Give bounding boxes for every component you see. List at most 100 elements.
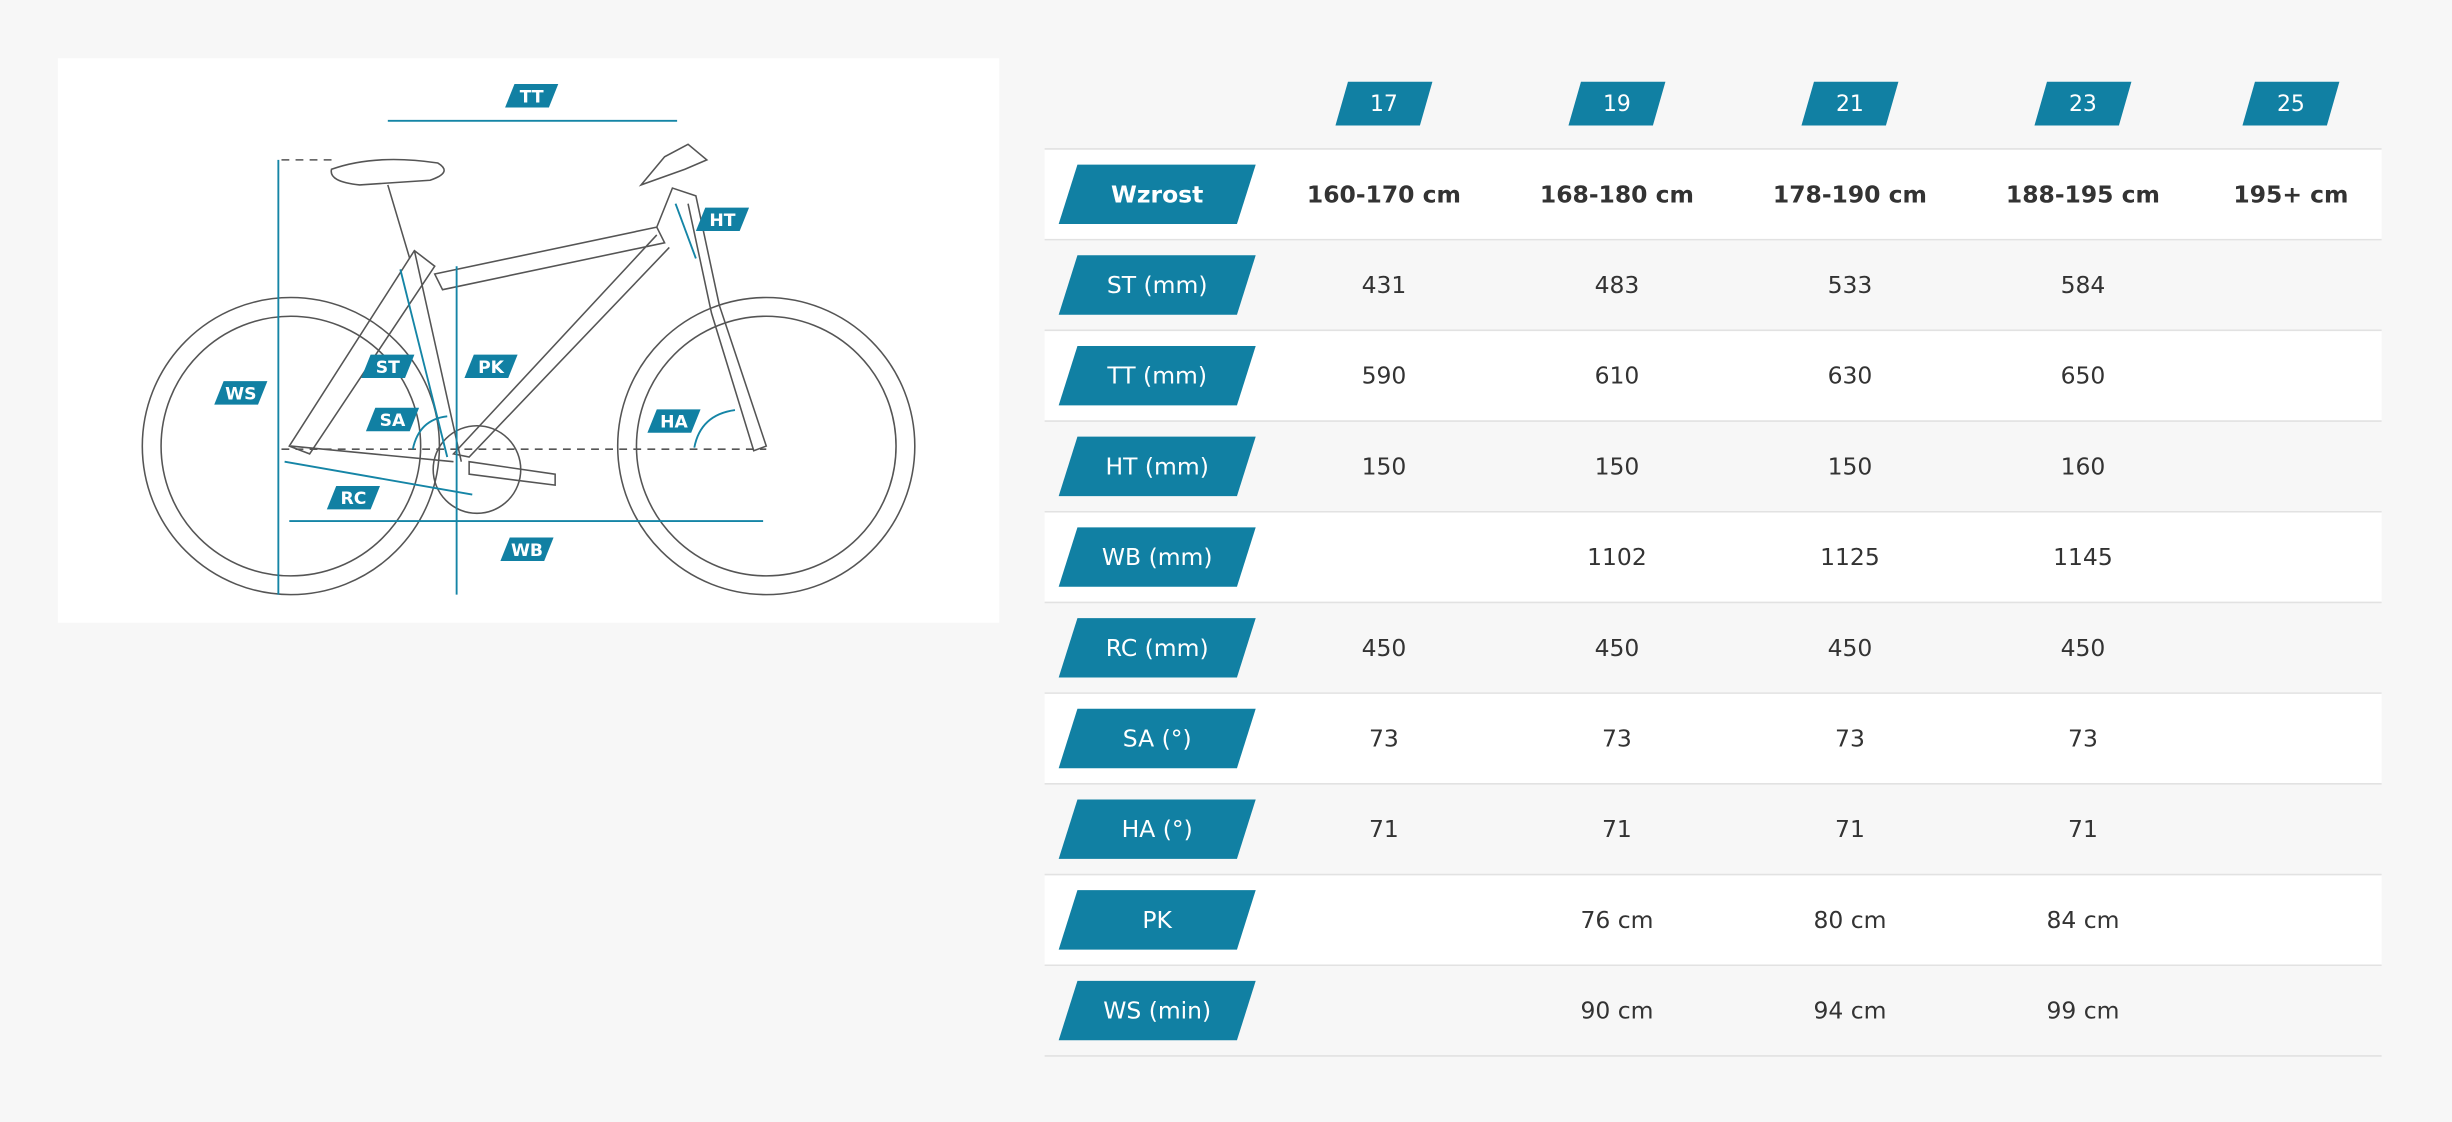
row-label: SA (°) [1123, 725, 1192, 753]
tag-shape [1058, 345, 1256, 406]
table-row [1044, 874, 2382, 966]
cell: 1102 [1587, 543, 1647, 571]
tag-shape [1058, 618, 1256, 678]
cell: 450 [1828, 634, 1873, 662]
diagram-label: SA [380, 411, 406, 431]
cell: 94 cm [1813, 997, 1886, 1025]
cell: 84 cm [2046, 906, 2119, 934]
tag-shape [1058, 436, 1256, 497]
cell: 150 [1828, 452, 1873, 480]
diagram-label: WB [511, 541, 543, 561]
row-label: ST (mm) [1107, 271, 1208, 299]
cell: 168-180 cm [1540, 180, 1694, 208]
crank [468, 460, 556, 487]
cell: 431 [1362, 271, 1407, 299]
cell: 150 [1362, 452, 1407, 480]
cell: 450 [1362, 634, 1407, 662]
cell: 533 [1828, 271, 1873, 299]
cell: 195+ cm [2233, 180, 2348, 208]
tag-shape [1058, 164, 1256, 225]
cell: 90 cm [1580, 997, 1653, 1025]
tag-shape [1058, 980, 1256, 1041]
saddle [330, 158, 445, 259]
cell: 650 [2061, 362, 2106, 390]
size-header: 17 [1370, 92, 1398, 117]
cell: 584 [2061, 271, 2106, 299]
cell: 80 cm [1813, 906, 1886, 934]
cell: 71 [2068, 815, 2098, 843]
sa-arc [411, 415, 448, 450]
cell: 590 [1362, 362, 1407, 390]
front-rim [635, 315, 897, 577]
row-label: WS (min) [1103, 997, 1211, 1025]
cell: 76 cm [1580, 906, 1653, 934]
tag-shape [695, 207, 750, 232]
tag-shape [365, 407, 420, 432]
rc-dimension [284, 460, 473, 496]
diagram-label: PK [478, 358, 505, 378]
tag-shape [464, 354, 518, 379]
cell: 483 [1595, 271, 1640, 299]
tag-shape [505, 84, 559, 108]
geometry-table: 17 19 21 23 25 Wzrost 160-170 cm 168-180 cm 178-… [1044, 81, 2382, 1057]
size-header: 19 [1603, 92, 1631, 117]
bike-diagram: TT HT ST PK WS SA HA RC WB [57, 58, 1000, 623]
tag-shape [1335, 81, 1433, 126]
table-row [1044, 330, 2382, 422]
table-row [1044, 783, 2382, 875]
cell: 71 [1835, 815, 1865, 843]
table-row [1044, 148, 2382, 240]
frame [288, 187, 768, 463]
row-label: Wzrost [1111, 180, 1203, 208]
tag-shape [1568, 81, 1666, 126]
diagram-label: WS [225, 384, 256, 404]
row-label: RC (mm) [1106, 634, 1209, 662]
diagram-label: ST [376, 358, 400, 378]
cell: 73 [2068, 725, 2098, 753]
tag-shape [2242, 81, 2340, 126]
ha-arc [693, 409, 736, 448]
tag-shape [214, 381, 268, 405]
cell: 71 [1602, 815, 1632, 843]
tag-shape [361, 354, 415, 379]
size-header: 23 [2069, 92, 2097, 117]
row-label: WB (mm) [1102, 543, 1213, 571]
tag-shape [1058, 799, 1256, 859]
handlebar [638, 143, 709, 187]
table-row [1044, 693, 2382, 784]
cell: 160-170 cm [1307, 180, 1461, 208]
tag-shape [500, 537, 554, 561]
cell: 450 [1595, 634, 1640, 662]
cell: 150 [1595, 452, 1640, 480]
front-wheel [616, 296, 916, 596]
cell: 610 [1595, 362, 1640, 390]
tag-shape [326, 485, 380, 510]
size-header: 25 [2277, 92, 2305, 117]
cell: 1145 [2053, 543, 2113, 571]
tag-shape [1058, 255, 1256, 315]
row-label: PK [1142, 906, 1172, 934]
table-row [1044, 602, 2382, 694]
st-dimension [399, 269, 449, 458]
diagram-label: RC [340, 489, 366, 509]
diagram-label: TT [520, 87, 544, 107]
table-row [1044, 239, 2382, 331]
table-row [1044, 965, 2382, 1056]
cell: 178-190 cm [1773, 180, 1927, 208]
diagram-labels: TT HT ST PK WS SA HA RC WB [214, 84, 750, 561]
cell: 73 [1835, 725, 1865, 753]
cell: 73 [1602, 725, 1632, 753]
cell: 188-195 cm [2006, 180, 2160, 208]
cell: 160 [2061, 452, 2106, 480]
tag-shape [1058, 527, 1256, 587]
table-row [1044, 421, 2382, 512]
cell: 630 [1828, 362, 1873, 390]
row-label: HA (°) [1122, 815, 1193, 843]
diagram-label: HT [709, 211, 735, 231]
row-label: HT (mm) [1106, 452, 1209, 480]
cell: 73 [1369, 725, 1399, 753]
diagram-label: HA [660, 413, 688, 433]
cell: 450 [2061, 634, 2106, 662]
